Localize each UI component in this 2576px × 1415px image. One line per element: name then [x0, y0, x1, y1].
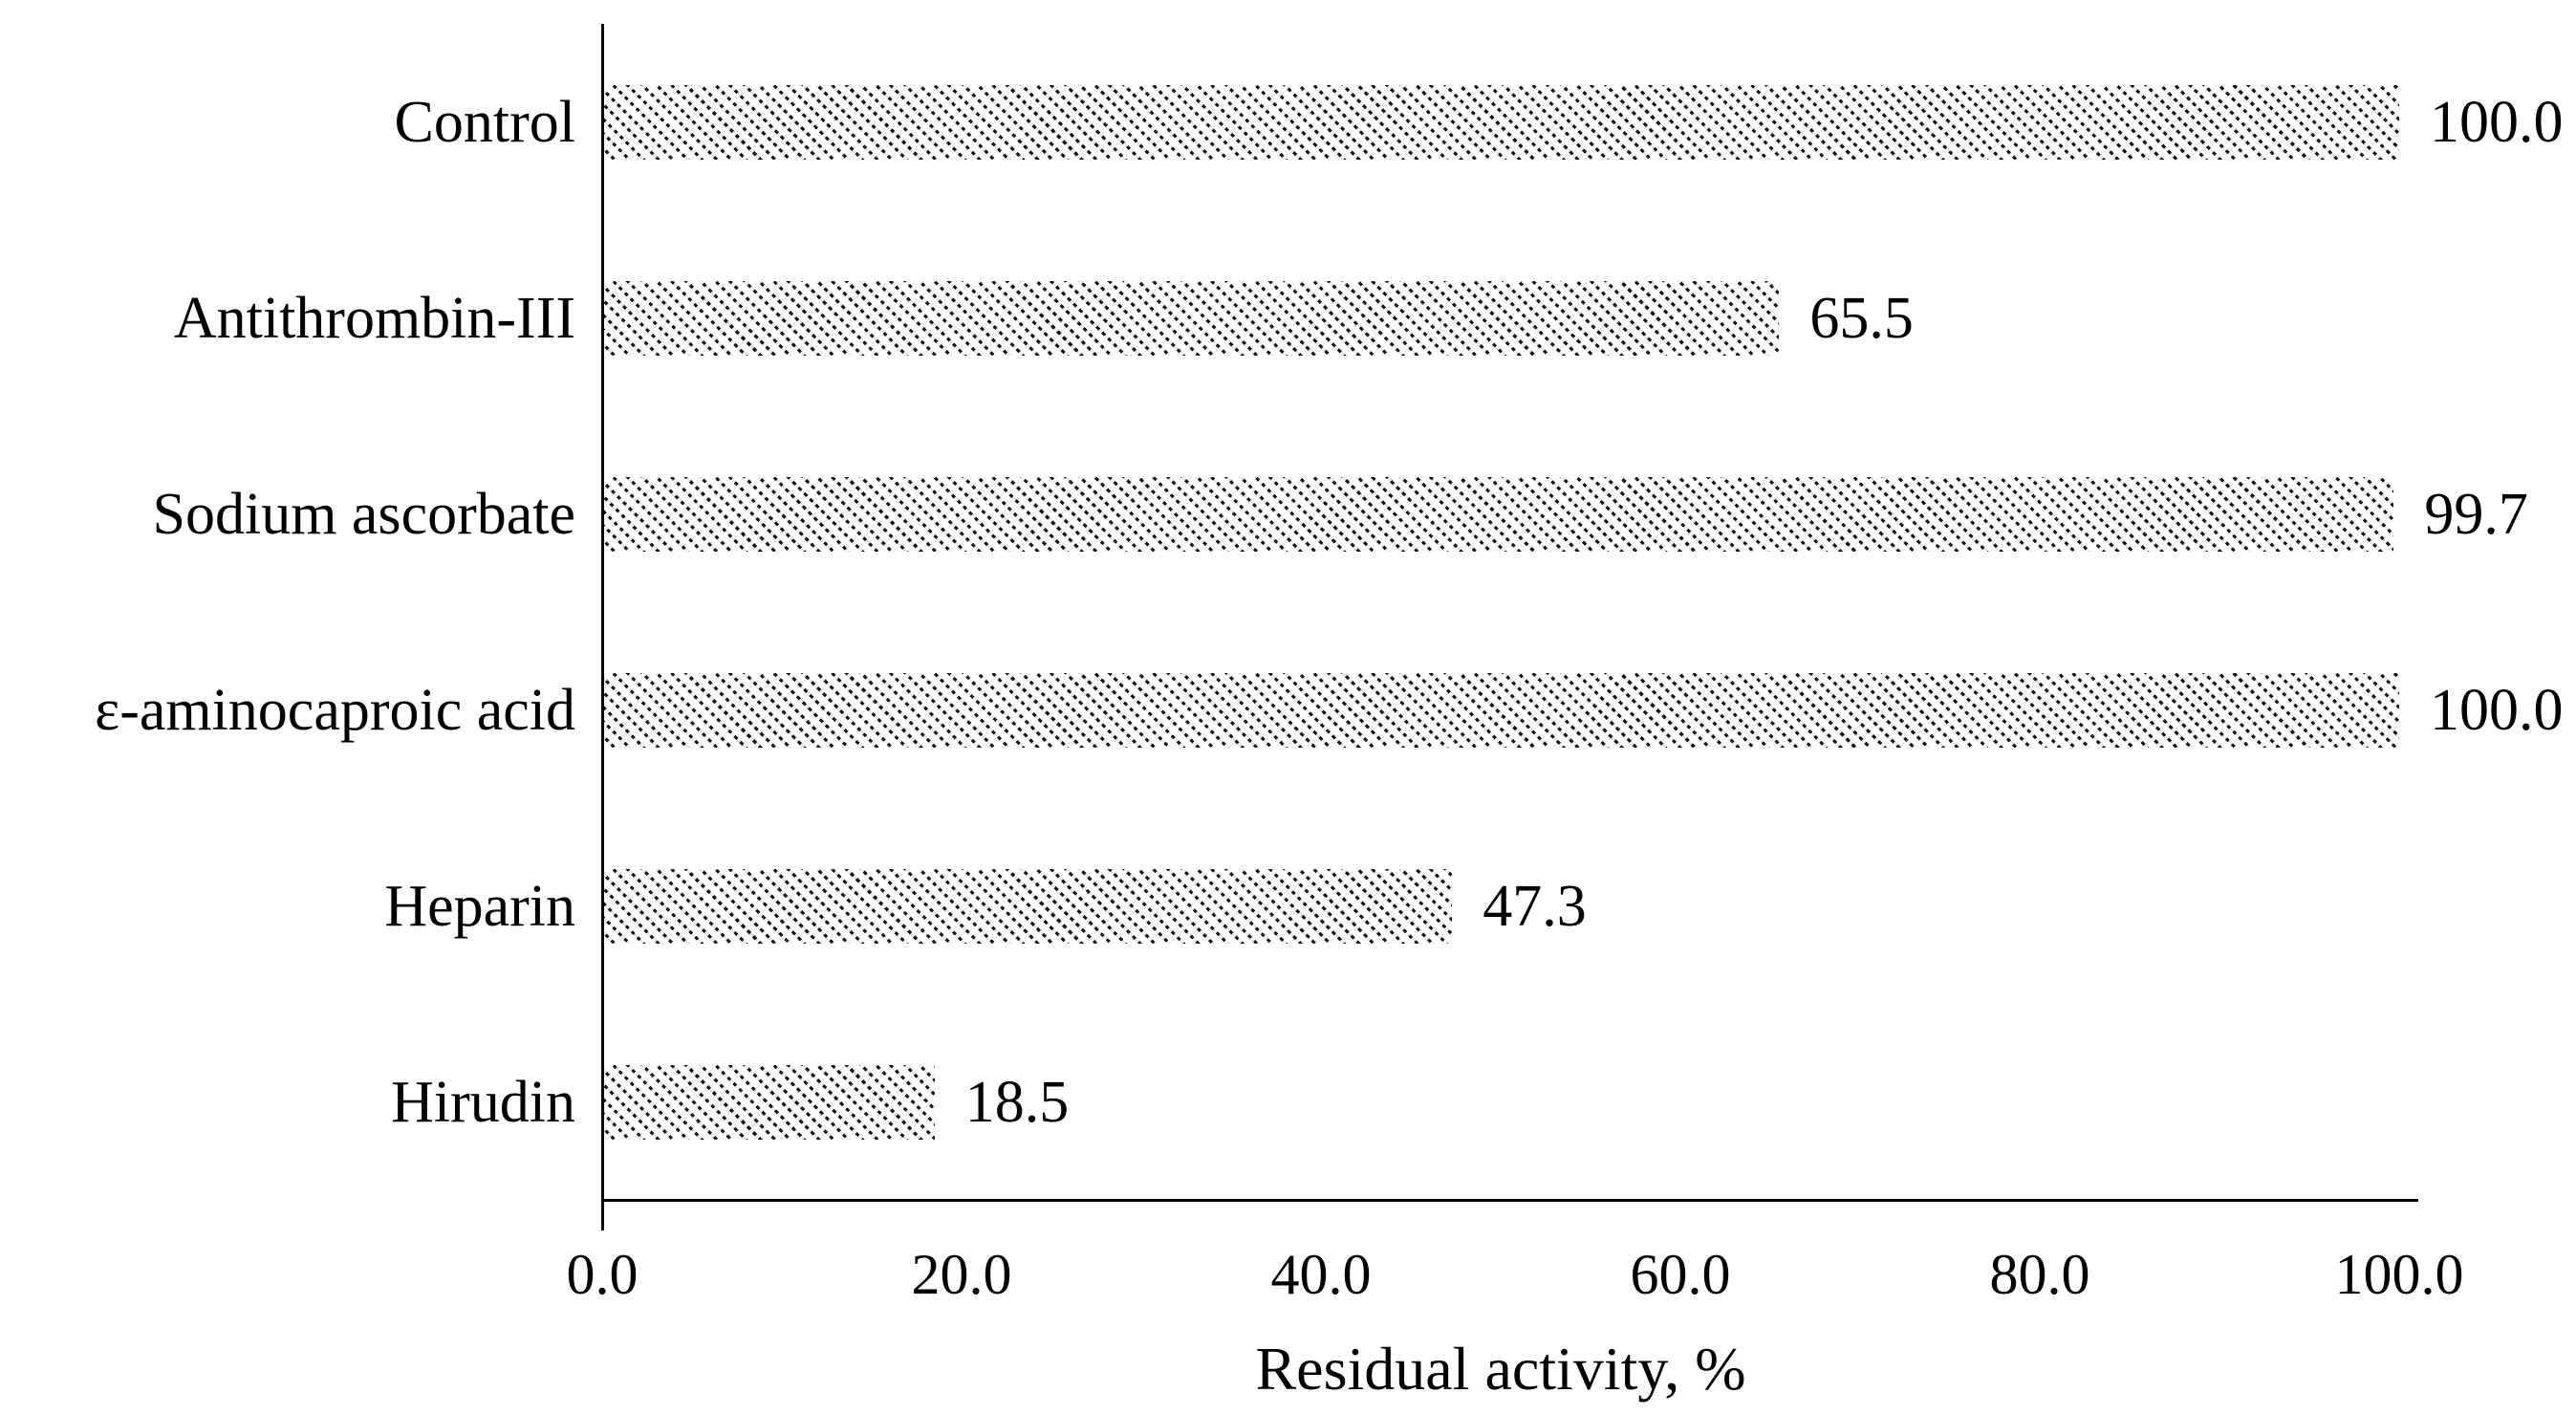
hatched-bar: [602, 84, 2399, 160]
x-tick-label: 80.0: [1989, 1243, 2090, 1306]
value-label: 65.5: [1809, 285, 1914, 351]
hatched-bar: [602, 672, 2399, 748]
bar-row: ε-aminocaproic acid 100.0: [0, 612, 2576, 808]
value-label: 99.7: [2424, 481, 2528, 547]
bar-row: Sodium ascorbate 99.7: [0, 416, 2576, 612]
x-tick-label: 20.0: [911, 1243, 1012, 1306]
category-label: Control: [394, 89, 575, 155]
x-tick-label: 0.0: [566, 1243, 639, 1306]
x-tick-label: 100.0: [2334, 1243, 2464, 1306]
value-label: 18.5: [964, 1069, 1070, 1135]
x-tick-label: 60.0: [1630, 1243, 1731, 1306]
bar-row: Hirudin 18.5: [0, 1004, 2576, 1200]
plot-area: Control 100.0 Antithrombin-III 65.5 Sodi…: [0, 24, 2576, 1200]
category-label: Antithrombin-III: [173, 285, 575, 351]
value-label: 100.0: [2430, 89, 2564, 155]
x-axis-line: [601, 1199, 2418, 1202]
category-label: Heparin: [384, 873, 575, 939]
bar-row: Antithrombin-III 65.5: [0, 220, 2576, 416]
category-label: Sodium ascorbate: [152, 481, 575, 547]
value-label: 47.3: [1483, 873, 1587, 939]
value-label: 100.0: [2430, 677, 2564, 743]
hatched-bar: [602, 280, 1780, 356]
bar-row: Control 100.0: [0, 24, 2576, 220]
hatched-bar: [602, 1064, 935, 1140]
category-label: Hirudin: [391, 1069, 575, 1135]
category-label: ε-aminocaproic acid: [95, 677, 575, 743]
hatched-bar: [602, 868, 1453, 944]
x-axis-title: Residual activity, %: [1255, 1335, 1746, 1403]
x-tick-label: 40.0: [1270, 1243, 1372, 1306]
bar-row: Heparin 47.3: [0, 808, 2576, 1004]
hatched-bar: [602, 476, 2394, 552]
y-axis-line: [601, 24, 604, 1230]
